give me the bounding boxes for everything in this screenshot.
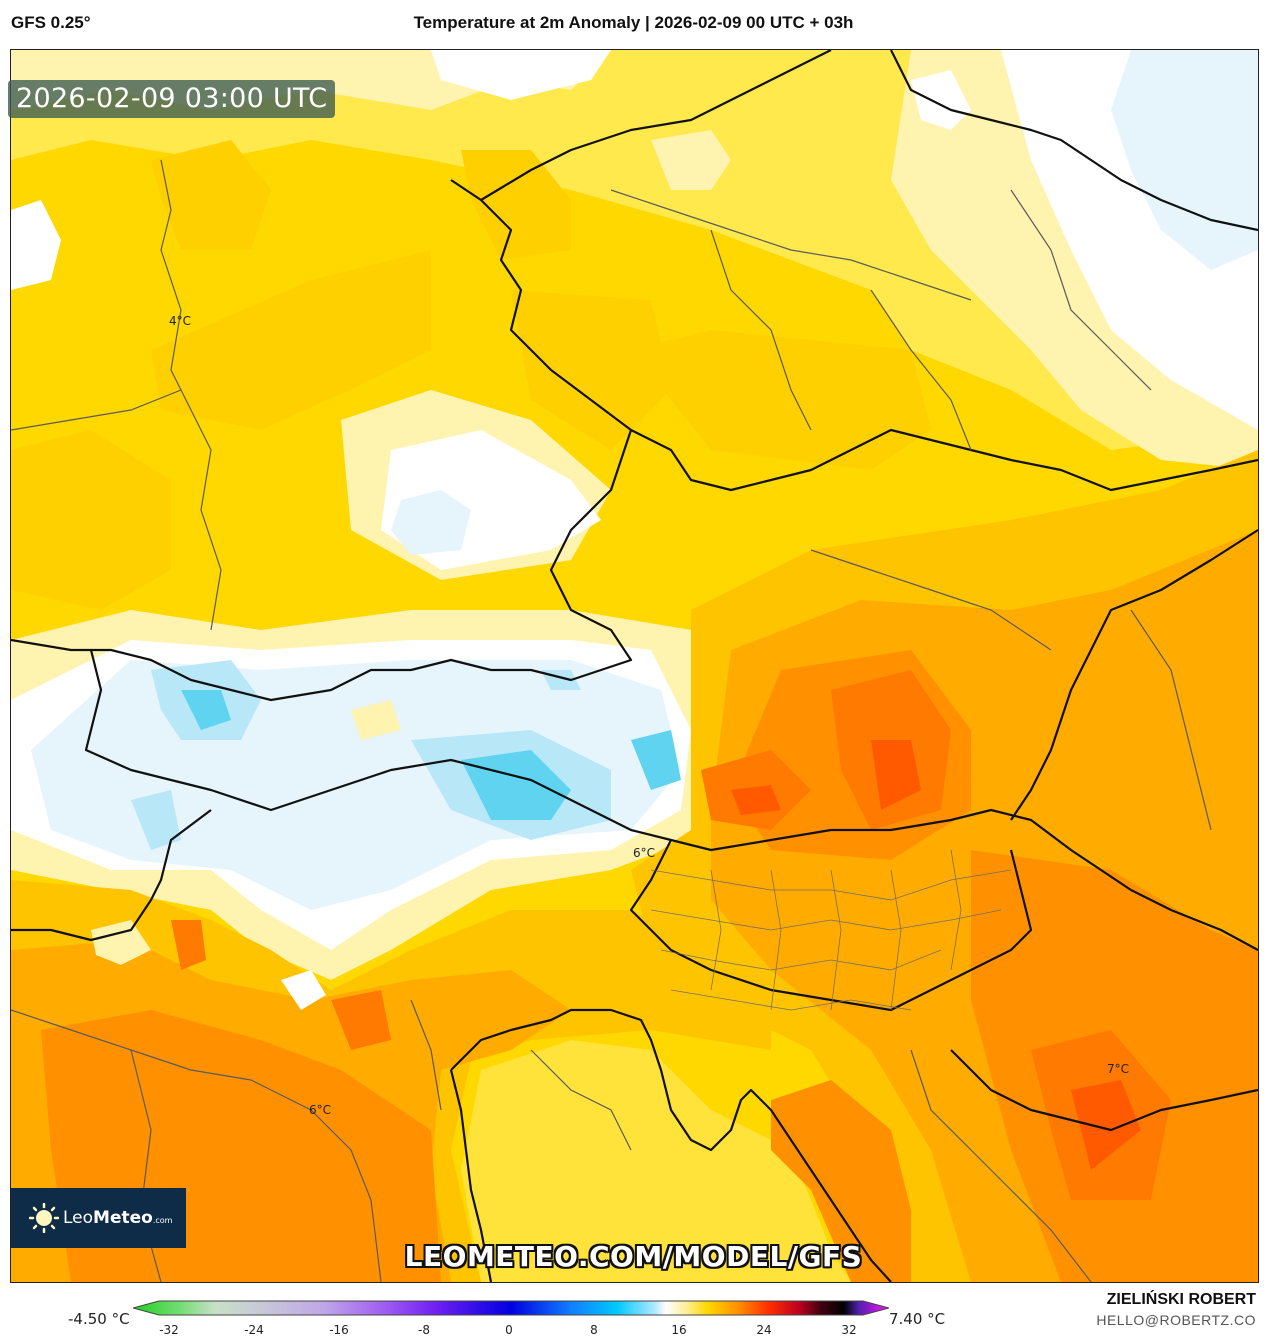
colorbar-tick: -24 — [244, 1323, 264, 1337]
logo-text: LeoMeteo.com — [63, 1208, 173, 1228]
colorbar-tick: 0 — [505, 1323, 513, 1337]
colorbar-tick: -8 — [418, 1323, 430, 1337]
chart-title: Temperature at 2m Anomaly | 2026-02-09 0… — [413, 13, 854, 32]
map-panel[interactable]: 4°C 6°C 6°C 7°C — [10, 49, 1259, 1283]
colorbar-tick: -32 — [159, 1323, 179, 1337]
colorbar-tick: 8 — [590, 1323, 598, 1337]
colorbar-tick: -16 — [329, 1323, 349, 1337]
contour-label: 6°C — [309, 1103, 332, 1117]
leometeo-logo[interactable]: LeoMeteo.com — [11, 1188, 186, 1248]
model-label: GFS 0.25° — [11, 13, 91, 32]
min-value-label: -4.50 °C — [68, 1310, 130, 1328]
sun-icon — [28, 1202, 60, 1234]
author-credit: ZIELIŃSKI ROBERT HELLO@ROBERTZ.CO — [1096, 1291, 1256, 1328]
colorbar-tick: 24 — [756, 1323, 772, 1337]
colorbar — [131, 1300, 891, 1324]
author-name: ZIELIŃSKI ROBERT — [1106, 1291, 1256, 1308]
max-value-label: 7.40 °C — [889, 1310, 946, 1328]
valid-time-badge: 2026-02-09 03:00 UTC — [8, 80, 336, 118]
anomaly-field — [11, 50, 1258, 1282]
colorbar-tick: 16 — [671, 1323, 687, 1337]
author-email[interactable]: HELLO@ROBERTZ.CO — [1096, 1312, 1256, 1328]
contour-label: 4°C — [169, 314, 192, 328]
watermark-url: LEOMETEO.COM/MODEL/GFS — [404, 1240, 863, 1273]
contour-label: 7°C — [1107, 1062, 1130, 1076]
colorbar-tick: 32 — [841, 1323, 857, 1337]
contour-label: 6°C — [633, 846, 656, 860]
